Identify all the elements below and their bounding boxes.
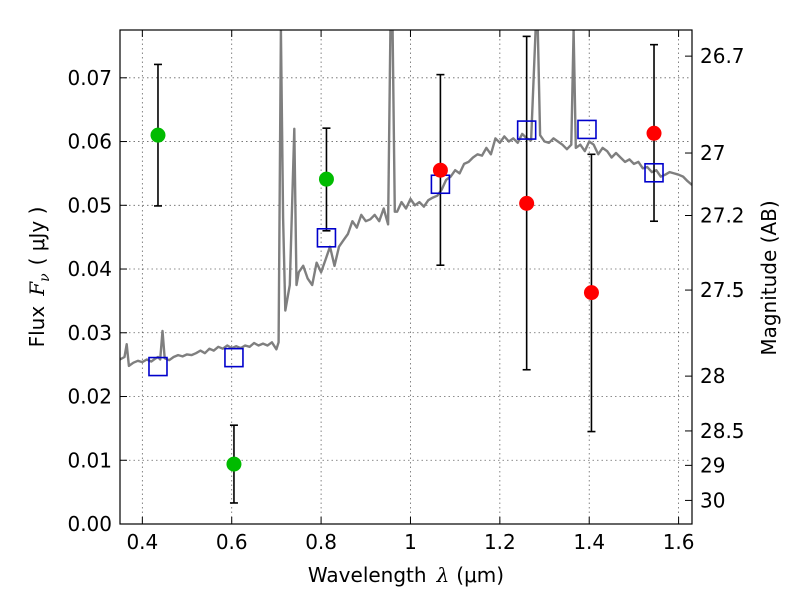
model-photometry-square bbox=[644, 162, 664, 183]
right-tick-label: 30 bbox=[700, 488, 725, 512]
right-axis-label: Magnitude (AB) bbox=[757, 200, 781, 355]
right-axis-ticks: 26.7 27 27.2 27.5 28 28.5 29 30 bbox=[685, 44, 745, 512]
x-axis-label: Wavelength λ (μm) bbox=[308, 563, 504, 587]
model-photometry-square bbox=[577, 119, 597, 140]
model-spectrum-line bbox=[120, 30, 692, 368]
right-tick-label: 26.7 bbox=[700, 44, 745, 68]
model-photometry-square bbox=[148, 356, 168, 377]
right-tick-label: 27 bbox=[700, 141, 725, 165]
spectrum-layer bbox=[120, 30, 692, 368]
x-tick-label: 1.2 bbox=[484, 530, 516, 554]
y-axis-ticks: 0.00 0.01 0.02 0.03 0.04 0.05 0.06 0.07 bbox=[67, 66, 127, 536]
model-photometry-square bbox=[316, 227, 337, 248]
x-axis-label-text: Wavelength bbox=[308, 563, 427, 587]
x-tick-label: 0.6 bbox=[216, 530, 248, 554]
y-axis-label-subscript: ν bbox=[37, 273, 53, 282]
right-tick-label: 28 bbox=[700, 364, 725, 388]
y-tick-label: 0.06 bbox=[67, 130, 112, 154]
y-tick-label: 0.03 bbox=[67, 321, 112, 345]
right-tick-label: 29 bbox=[700, 453, 725, 477]
grid bbox=[120, 30, 692, 525]
errorbars bbox=[153, 35, 659, 504]
measured-flux-points bbox=[150, 125, 662, 472]
x-tick-label: 1 bbox=[404, 530, 417, 554]
y-tick-label: 0.04 bbox=[67, 257, 112, 281]
right-tick-label: 27.2 bbox=[700, 203, 745, 227]
y-tick-label: 0.02 bbox=[67, 385, 112, 409]
y-tick-label: 0.07 bbox=[67, 66, 112, 90]
measured-flux-point bbox=[432, 162, 448, 178]
x-tick-label: 1.4 bbox=[573, 530, 605, 554]
x-axis-label-symbol: λ bbox=[436, 563, 450, 587]
y-tick-label: 0.05 bbox=[67, 193, 112, 217]
measured-flux-point bbox=[646, 125, 662, 141]
y-tick-label: 0.01 bbox=[67, 448, 112, 472]
x-axis-label-unit: (μm) bbox=[456, 563, 504, 587]
model-photometry-square bbox=[224, 347, 244, 368]
right-tick-label: 27.5 bbox=[700, 278, 745, 302]
measured-flux-point bbox=[583, 285, 599, 301]
y-axis-label-unit: ( μJy ) bbox=[25, 207, 49, 266]
measured-flux-point bbox=[226, 456, 242, 472]
plot-frame bbox=[119, 29, 693, 525]
measured-flux-point bbox=[318, 171, 334, 187]
model-photometry-square bbox=[516, 120, 537, 140]
right-tick-label: 28.5 bbox=[700, 419, 745, 443]
y-axis-label: Flux Fν ( μJy ) bbox=[25, 207, 53, 348]
x-tick-label: 0.4 bbox=[126, 530, 158, 554]
y-axis-label-symbol: F bbox=[25, 281, 49, 297]
measured-flux-point bbox=[519, 195, 535, 211]
measured-flux-point bbox=[150, 127, 166, 143]
y-tick-label: 0.00 bbox=[67, 512, 112, 536]
y-axis-label-text: Flux bbox=[25, 306, 49, 348]
model-photometry-squares bbox=[148, 119, 664, 377]
x-axis-ticks: 0.4 0.6 0.8 1 1.2 1.4 1.6 bbox=[126, 30, 695, 554]
x-tick-label: 0.8 bbox=[305, 530, 337, 554]
x-tick-label: 1.6 bbox=[663, 530, 695, 554]
